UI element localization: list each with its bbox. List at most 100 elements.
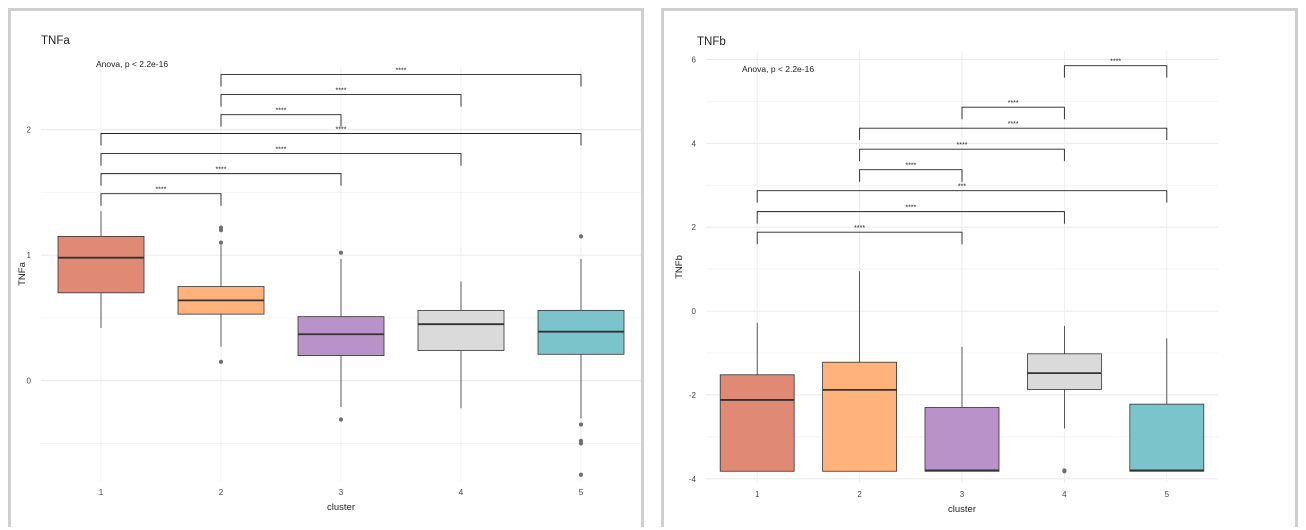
outlier-point <box>218 240 224 245</box>
box-iqr <box>1026 353 1102 390</box>
significance-label: **** <box>276 108 287 115</box>
box-cluster-5 <box>537 234 625 477</box>
significance-label: **** <box>156 187 167 194</box>
outlier-point <box>578 422 584 427</box>
significance-label: **** <box>216 167 227 174</box>
significance-label: *** <box>958 184 966 191</box>
chart-tnfa: TNFa 0 1 2 1 2 3 4 5 cluster TNFa Anova, p < 2.2e-1… <box>17 35 641 513</box>
x-tick-label: 3 <box>960 490 965 499</box>
comparison-bracket-2-5: **** <box>859 121 1168 141</box>
box-cluster-1 <box>57 211 145 328</box>
comparison-bracket-1-4: **** <box>100 147 462 166</box>
x-tick-label: 3 <box>339 488 344 497</box>
y-tick-label: 1 <box>27 251 32 260</box>
bracket-line <box>220 94 462 107</box>
outlier-point <box>338 417 344 422</box>
anova-annotation: Anova, p < 2.2e-16 <box>96 59 168 69</box>
x-tick-label: 2 <box>219 488 224 497</box>
outlier-point <box>1062 469 1067 474</box>
box-cluster-3 <box>297 250 385 422</box>
bracket-line <box>100 153 462 166</box>
x-tick-label: 4 <box>459 488 464 497</box>
chart-title: TNFb <box>697 36 726 48</box>
x-tick-label: 2 <box>857 490 862 499</box>
comparison-bracket-1-4: **** <box>756 205 1065 224</box>
y-tick-label: 6 <box>692 55 697 64</box>
outlier-point <box>578 234 584 239</box>
significance-label: **** <box>854 225 865 232</box>
x-tick-label: 4 <box>1062 490 1067 499</box>
bracket-line <box>220 74 582 87</box>
box-iqr <box>822 361 898 472</box>
box-cluster-1 <box>719 322 795 472</box>
comparison-bracket-1-3: **** <box>100 167 342 186</box>
y-tick-label: -2 <box>689 391 697 400</box>
outlier-point <box>578 441 584 446</box>
comparison-bracket-2-3: **** <box>859 163 963 182</box>
bracket-line <box>1063 65 1168 78</box>
significance-label: **** <box>1008 100 1019 107</box>
bracket-line <box>961 106 1065 120</box>
bracket-line <box>100 193 222 206</box>
significance-label: **** <box>276 147 287 154</box>
comparison-bracket-2-5: **** <box>220 68 582 87</box>
x-tick-label: 5 <box>579 488 584 497</box>
comparison-bracket-4-5: **** <box>1063 59 1168 78</box>
significance-label: **** <box>905 163 916 170</box>
significance-label: **** <box>336 126 347 133</box>
comparison-bracket-1-5: *** <box>756 184 1168 203</box>
comparison-bracket-2-3: **** <box>220 108 342 127</box>
bracket-line <box>756 231 963 245</box>
y-tick-label: 0 <box>692 307 697 316</box>
y-tick-label: 2 <box>27 126 32 135</box>
outlier-point <box>578 472 584 477</box>
chart-title: TNFa <box>41 35 70 47</box>
box-cluster-2 <box>177 225 265 364</box>
significance-label: **** <box>1110 59 1121 66</box>
significance-label: **** <box>957 142 968 149</box>
chart-tnfb: TNFb -4 -2 0 2 4 6 1 2 3 4 5 cluster TNFb Anova, p < 2… <box>674 36 1218 515</box>
y-tick-label: 4 <box>692 139 697 148</box>
box-iqr <box>719 374 795 472</box>
box-iqr <box>417 309 505 351</box>
bracket-line <box>859 148 1065 162</box>
box-cluster-5 <box>1129 338 1205 472</box>
box-cluster-3 <box>924 346 1000 472</box>
x-axis-label: cluster <box>948 504 976 515</box>
comparison-bracket-1-2: **** <box>100 187 222 206</box>
x-tick-label: 1 <box>99 488 104 497</box>
y-tick-label: 2 <box>692 223 697 232</box>
comparison-bracket-1-3: **** <box>756 225 963 245</box>
significance-label: **** <box>1008 121 1019 128</box>
x-tick-label: 5 <box>1165 490 1170 499</box>
chart-panel-tnfb: TNFb -4 -2 0 2 4 6 1 2 3 4 5 cluster TNFb Anova, p < 2… <box>661 8 1298 527</box>
outlier-point <box>218 225 224 230</box>
x-axis-label: cluster <box>327 502 355 513</box>
significance-label: **** <box>905 205 916 212</box>
box-cluster-4 <box>417 281 505 409</box>
significance-label: **** <box>336 88 347 95</box>
box-iqr <box>1129 403 1205 472</box>
box-iqr <box>57 235 145 294</box>
anova-annotation: Anova, p < 2.2e-16 <box>742 64 814 74</box>
comparison-bracket-1-5: **** <box>100 126 582 146</box>
y-axis-label: TNFa <box>17 261 28 285</box>
box-cluster-4 <box>1026 325 1102 474</box>
outlier-point <box>218 359 224 364</box>
bracket-line <box>859 169 963 182</box>
box-cluster-2 <box>822 271 898 472</box>
comparison-bracket-2-4: **** <box>220 88 462 107</box>
x-tick-label: 1 <box>755 490 760 499</box>
box-iqr <box>924 407 1000 472</box>
bracket-line <box>100 133 582 146</box>
box-iqr <box>297 316 385 356</box>
chart-panel-tnfa: TNFa 0 1 2 1 2 3 4 5 cluster TNFa Anova, p < 2.2e-1… <box>8 8 644 527</box>
bracket-line <box>756 211 1065 224</box>
bracket-line <box>220 114 342 127</box>
outlier-point <box>338 250 344 255</box>
y-tick-label: 0 <box>27 377 32 386</box>
y-tick-label: -4 <box>689 475 697 484</box>
comparison-bracket-2-4: **** <box>859 142 1065 162</box>
y-axis-label: TNFb <box>674 255 685 279</box>
bracket-line <box>756 190 1168 203</box>
